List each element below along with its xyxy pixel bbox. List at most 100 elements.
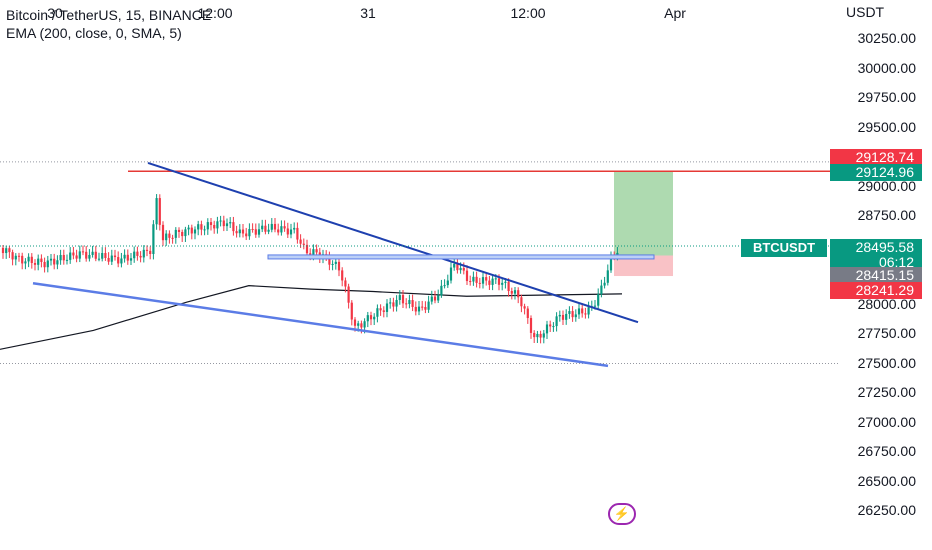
candle-body [328,255,331,265]
candle-body [222,220,225,227]
candle-body [379,308,382,311]
candle-body [59,254,62,261]
candle-body [216,221,219,229]
candle-body [606,270,609,283]
price-tick: 26500.00 [857,472,916,489]
support-zone [267,254,655,260]
candle-body [449,267,453,281]
time-label: 30 [47,5,63,21]
candle-body [69,252,72,260]
candle-body [427,301,430,310]
symbol-title[interactable]: Bitcoin / TetherUS, 15, BINANCE [6,7,212,23]
last-price-badge: 28495.58 [830,239,922,256]
candle-body [158,198,161,225]
candle-body [369,315,373,320]
candle-body [197,224,200,230]
candle-body [251,229,254,231]
candle-body [424,306,427,310]
candle-body [123,254,126,259]
candle-body [312,249,315,256]
candle-body [529,318,533,333]
candle-body [56,260,59,265]
chart-canvas[interactable] [0,0,840,525]
price-tick: 26250.00 [857,502,916,518]
candle-body [267,229,270,232]
candle-body [331,263,334,265]
candle-body [126,254,129,261]
candle-body [107,257,110,262]
candle-body [440,285,443,296]
candle-body [101,252,104,259]
stop-loss-badge: 28241.29 [830,282,922,299]
candle-body [273,223,277,230]
candle-body [174,229,177,238]
candle-body [433,296,437,301]
candle-body [459,268,462,271]
candle-body [91,251,94,255]
candle-body [149,250,152,255]
candle-body [206,222,209,230]
candle-body [24,261,27,264]
candle-body [545,324,549,334]
candle-body [193,229,197,234]
lightning-icon[interactable]: ⚡ [608,503,636,525]
candle-body [398,295,401,300]
candle-body [360,323,363,328]
chart-area[interactable] [0,0,840,525]
candle-body [401,295,405,304]
candle-body [168,233,171,238]
indicator-legend[interactable]: EMA (200, close, 0, SMA, 5) [6,25,182,41]
candle-body [254,229,257,235]
price-tick: 30000.00 [857,59,916,76]
price-tick: 27500.00 [857,354,916,371]
candle-body [37,258,40,265]
candle-body [78,251,81,259]
candle-body [565,313,568,320]
candle-body [225,223,229,227]
candle-body [405,303,408,305]
lower-channel-line [32,282,609,368]
time-label: 31 [360,5,376,21]
candle-body [462,268,465,271]
candle-body [5,248,8,254]
candle-body [481,277,485,284]
candle-body [120,258,123,264]
candle-body [248,229,251,237]
price-tick: 29750.00 [857,89,916,105]
candle-body [539,333,542,338]
candle-body [62,254,65,261]
candle-body [241,229,245,234]
candle-body [494,278,497,280]
candle-body [88,254,91,259]
candle-body [97,258,101,260]
candle-body [411,300,414,307]
time-axis[interactable] [0,525,932,550]
candle-body [171,237,174,239]
candle-body [347,286,350,303]
candle-body [389,302,392,304]
price-tick: 29000.00 [857,177,916,194]
candle-body [501,282,504,285]
ema-line [0,285,623,350]
candle-body [337,261,341,271]
descending-trendline [147,161,639,324]
candle-body [414,306,417,312]
candle-body [542,333,545,338]
candle-body [568,311,571,314]
candle-body [577,308,581,315]
candle-body [603,282,606,286]
symbol-badge: BTCUSDT [741,239,827,257]
candle-body [469,281,472,283]
candle-body [344,280,347,287]
candle-body [161,224,165,241]
candle-body [190,227,193,234]
time-label: 12:00 [197,5,233,21]
candle-body [437,295,440,301]
candle-body [139,255,142,258]
candle-body [165,233,168,241]
candle-body [145,249,149,251]
candle-body [366,315,369,322]
target-price-badge: 29128.74 [830,149,922,166]
candle-body [257,229,261,235]
candle-body [453,263,456,268]
